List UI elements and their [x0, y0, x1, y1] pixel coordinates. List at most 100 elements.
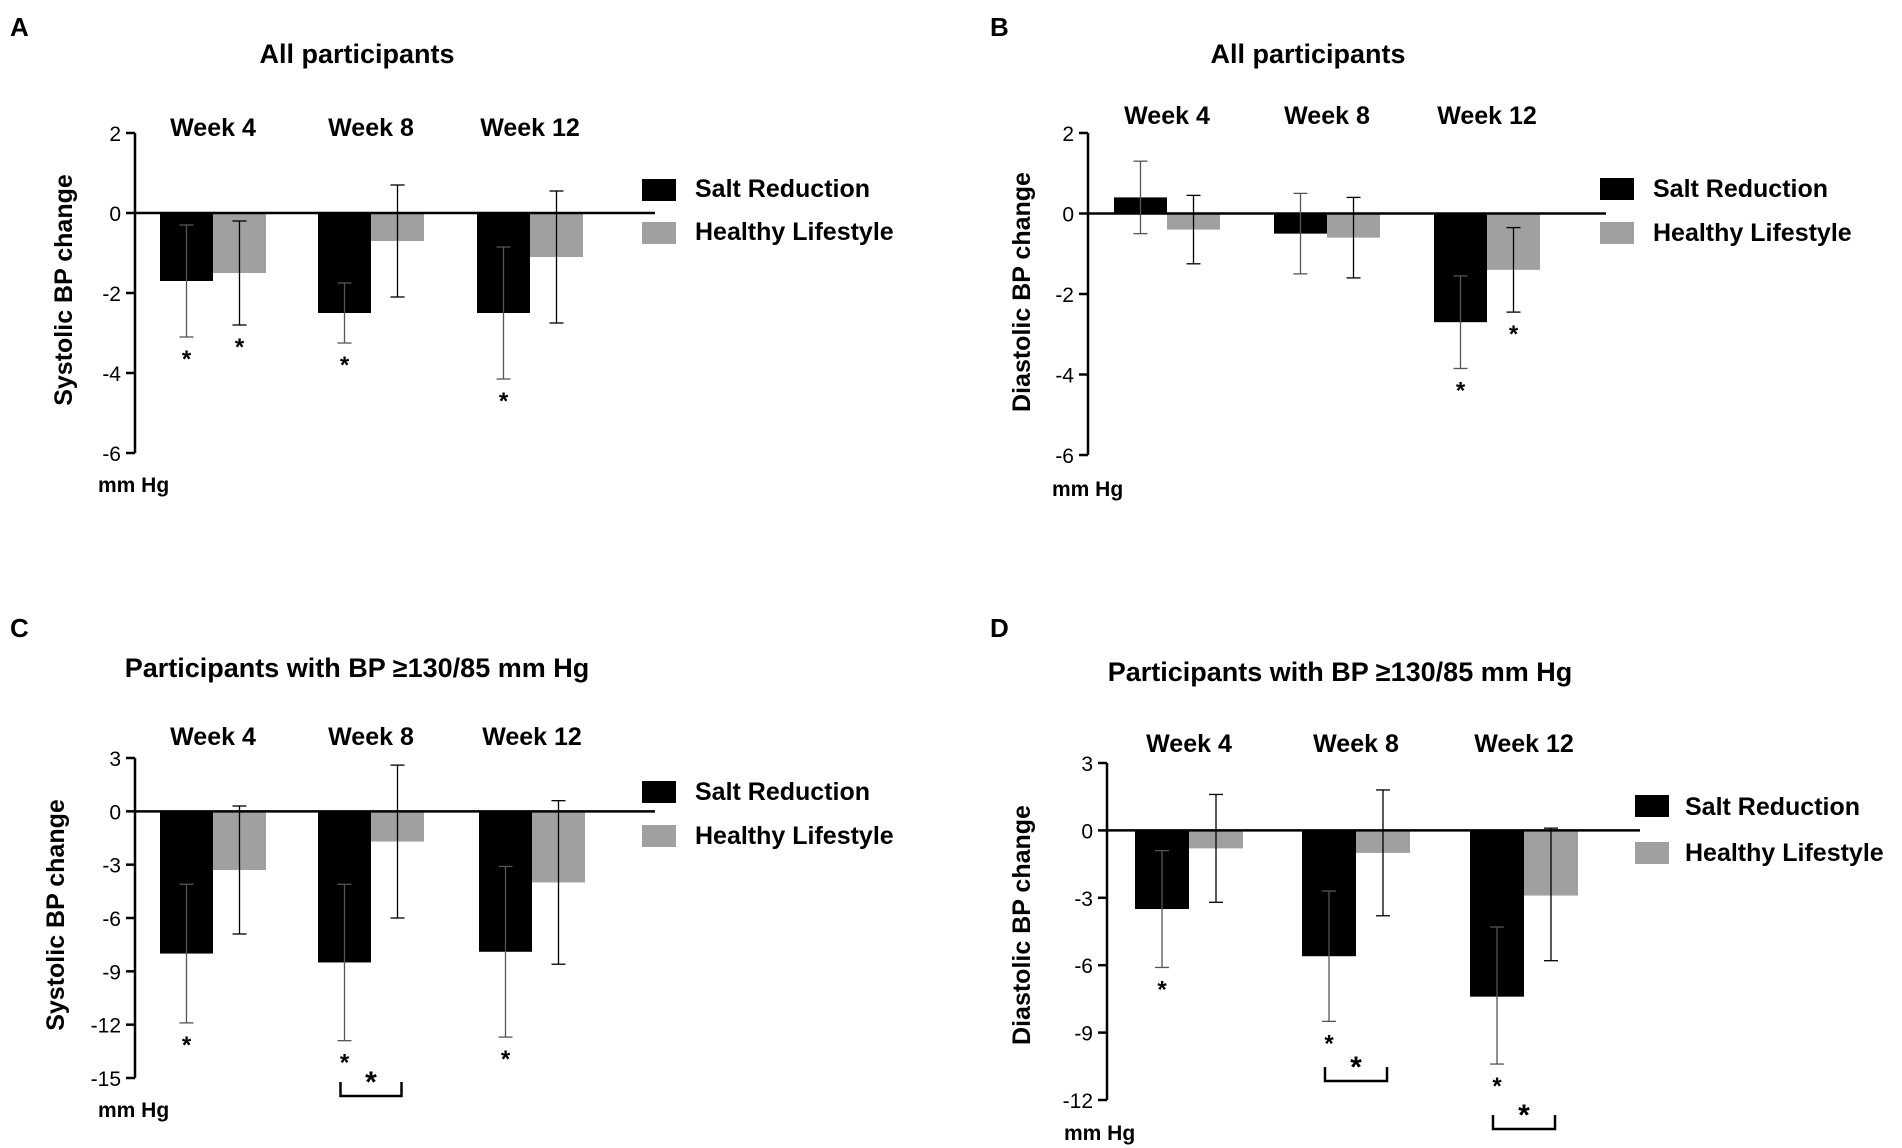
category-label: Week 12 — [480, 114, 580, 142]
category-label: Week 8 — [1284, 102, 1370, 130]
category-label: Week 4 — [1146, 730, 1232, 758]
category-label: Week 8 — [328, 723, 414, 751]
bars — [160, 811, 585, 963]
panel-letter: B — [990, 12, 1009, 42]
legend-swatch-salt — [642, 781, 676, 803]
y-tick-label: 0 — [109, 203, 121, 226]
category-label: Week 4 — [170, 723, 256, 751]
panel-letter: C — [10, 613, 29, 643]
significance-star: * — [1456, 377, 1466, 404]
category-label: Week 4 — [170, 114, 256, 142]
y-tick-label: -6 — [1074, 955, 1093, 978]
comparison-brackets: * — [339, 1066, 403, 1099]
unit-label: mm Hg — [98, 1099, 169, 1122]
legend-label-salt: Salt Reduction — [695, 778, 870, 806]
legend: Salt Reduction Healthy Lifestyle — [1600, 175, 1852, 247]
significance-star: * — [340, 352, 350, 379]
bracket-star: * — [1518, 1099, 1530, 1132]
legend-swatch-salt — [642, 179, 676, 201]
panel-b: B All participants Diastolic BP change m… — [990, 12, 1852, 501]
legend-label-salt: Salt Reduction — [1653, 175, 1828, 203]
legend-label-salt: Salt Reduction — [695, 175, 870, 203]
y-tick-label: -4 — [1055, 365, 1074, 388]
y-ticks: 2 0 -2 -4 -6 — [1055, 123, 1088, 468]
chart-title: Participants with BP ≥130/85 mm Hg — [1108, 657, 1572, 687]
category-labels: Week 4 Week 8 Week 12 — [170, 723, 582, 751]
y-tick-label: -6 — [1055, 445, 1074, 468]
unit-label: mm Hg — [1064, 1122, 1135, 1145]
category-label: Week 4 — [1124, 102, 1210, 130]
y-tick-label: -3 — [102, 855, 121, 878]
significance-star: * — [1324, 1030, 1334, 1057]
category-label: Week 8 — [328, 114, 414, 142]
comparison-bracket — [1491, 1115, 1557, 1131]
y-tick-label: -12 — [1063, 1090, 1093, 1113]
y-tick-label: 3 — [109, 748, 121, 771]
y-tick-label: -4 — [102, 363, 121, 386]
significance-marks: * * * * — [182, 334, 509, 415]
y-axis-label: Diastolic BP change — [1008, 172, 1036, 412]
significance-star: * — [340, 1050, 350, 1077]
legend-swatch-healthy — [1635, 842, 1669, 864]
legend-label-healthy: Healthy Lifestyle — [695, 822, 894, 850]
panel-letter: D — [990, 613, 1009, 643]
bracket-star: * — [1350, 1051, 1362, 1084]
y-tick-label: 0 — [109, 801, 121, 824]
chart-title: All participants — [1210, 39, 1405, 69]
y-tick-label: -9 — [102, 961, 121, 984]
panel-a: A All participants Systolic BP change mm… — [10, 12, 894, 497]
y-ticks: 2 0 -2 -4 -6 — [102, 123, 135, 466]
legend: Salt Reduction Healthy Lifestyle — [1635, 793, 1884, 867]
significance-marks: ** — [1456, 321, 1519, 404]
bars — [160, 213, 583, 313]
comparison-brackets: ** — [1323, 1051, 1557, 1132]
y-tick-label: 2 — [1062, 123, 1074, 146]
category-label: Week 8 — [1313, 730, 1399, 758]
panel-c: C Participants with BP ≥130/85 mm Hg Sys… — [10, 613, 894, 1122]
legend-swatch-salt — [1600, 178, 1634, 200]
error-bars — [1133, 160, 1521, 370]
y-tick-label: 0 — [1081, 820, 1093, 843]
y-tick-label: -3 — [1074, 888, 1093, 911]
y-tick-label: 3 — [1081, 753, 1093, 776]
comparison-bracket — [339, 1082, 403, 1098]
legend-label-healthy: Healthy Lifestyle — [695, 218, 894, 246]
legend-label-salt: Salt Reduction — [1685, 793, 1860, 821]
significance-star: * — [501, 1046, 511, 1073]
chart-title: All participants — [259, 39, 454, 69]
significance-star: * — [1509, 321, 1519, 348]
y-axis-label: Systolic BP change — [50, 174, 78, 406]
y-tick-label: -2 — [102, 283, 121, 306]
y-tick-label: -6 — [102, 908, 121, 931]
y-ticks: 3 0 -3 -6 -9 -12 — [1063, 753, 1107, 1113]
bars — [1135, 830, 1578, 997]
significance-marks: * * * — [182, 1032, 511, 1077]
legend-swatch-healthy — [642, 222, 676, 244]
legend-label-healthy: Healthy Lifestyle — [1653, 219, 1852, 247]
y-tick-label: 0 — [1062, 204, 1074, 227]
y-tick-label: -2 — [1055, 284, 1074, 307]
y-ticks: 3 0 -3 -6 -9 -12 -15 — [91, 748, 135, 1091]
comparison-bracket — [1323, 1067, 1389, 1083]
significance-star: * — [235, 334, 245, 361]
significance-star: * — [182, 346, 192, 373]
y-tick-label: 2 — [109, 123, 121, 146]
legend: Salt Reduction Healthy Lifestyle — [642, 778, 894, 850]
y-axis-label: Systolic BP change — [42, 799, 70, 1031]
significance-star: * — [1492, 1073, 1502, 1100]
error-bars — [179, 764, 566, 1042]
category-label: Week 12 — [1437, 102, 1537, 130]
legend: Salt Reduction Healthy Lifestyle — [642, 175, 894, 246]
significance-star: * — [499, 388, 509, 415]
legend-label-healthy: Healthy Lifestyle — [1685, 839, 1884, 867]
chart-title: Participants with BP ≥130/85 mm Hg — [125, 653, 589, 683]
y-axis-label: Diastolic BP change — [1008, 805, 1036, 1045]
unit-label: mm Hg — [1052, 478, 1123, 501]
panel-letter: A — [10, 12, 29, 42]
y-tick-label: -9 — [1074, 1023, 1093, 1046]
y-tick-label: -15 — [91, 1068, 121, 1091]
legend-swatch-healthy — [642, 825, 676, 847]
category-labels: Week 4 Week 8 Week 12 — [170, 114, 580, 142]
error-bars — [1155, 789, 1558, 1065]
